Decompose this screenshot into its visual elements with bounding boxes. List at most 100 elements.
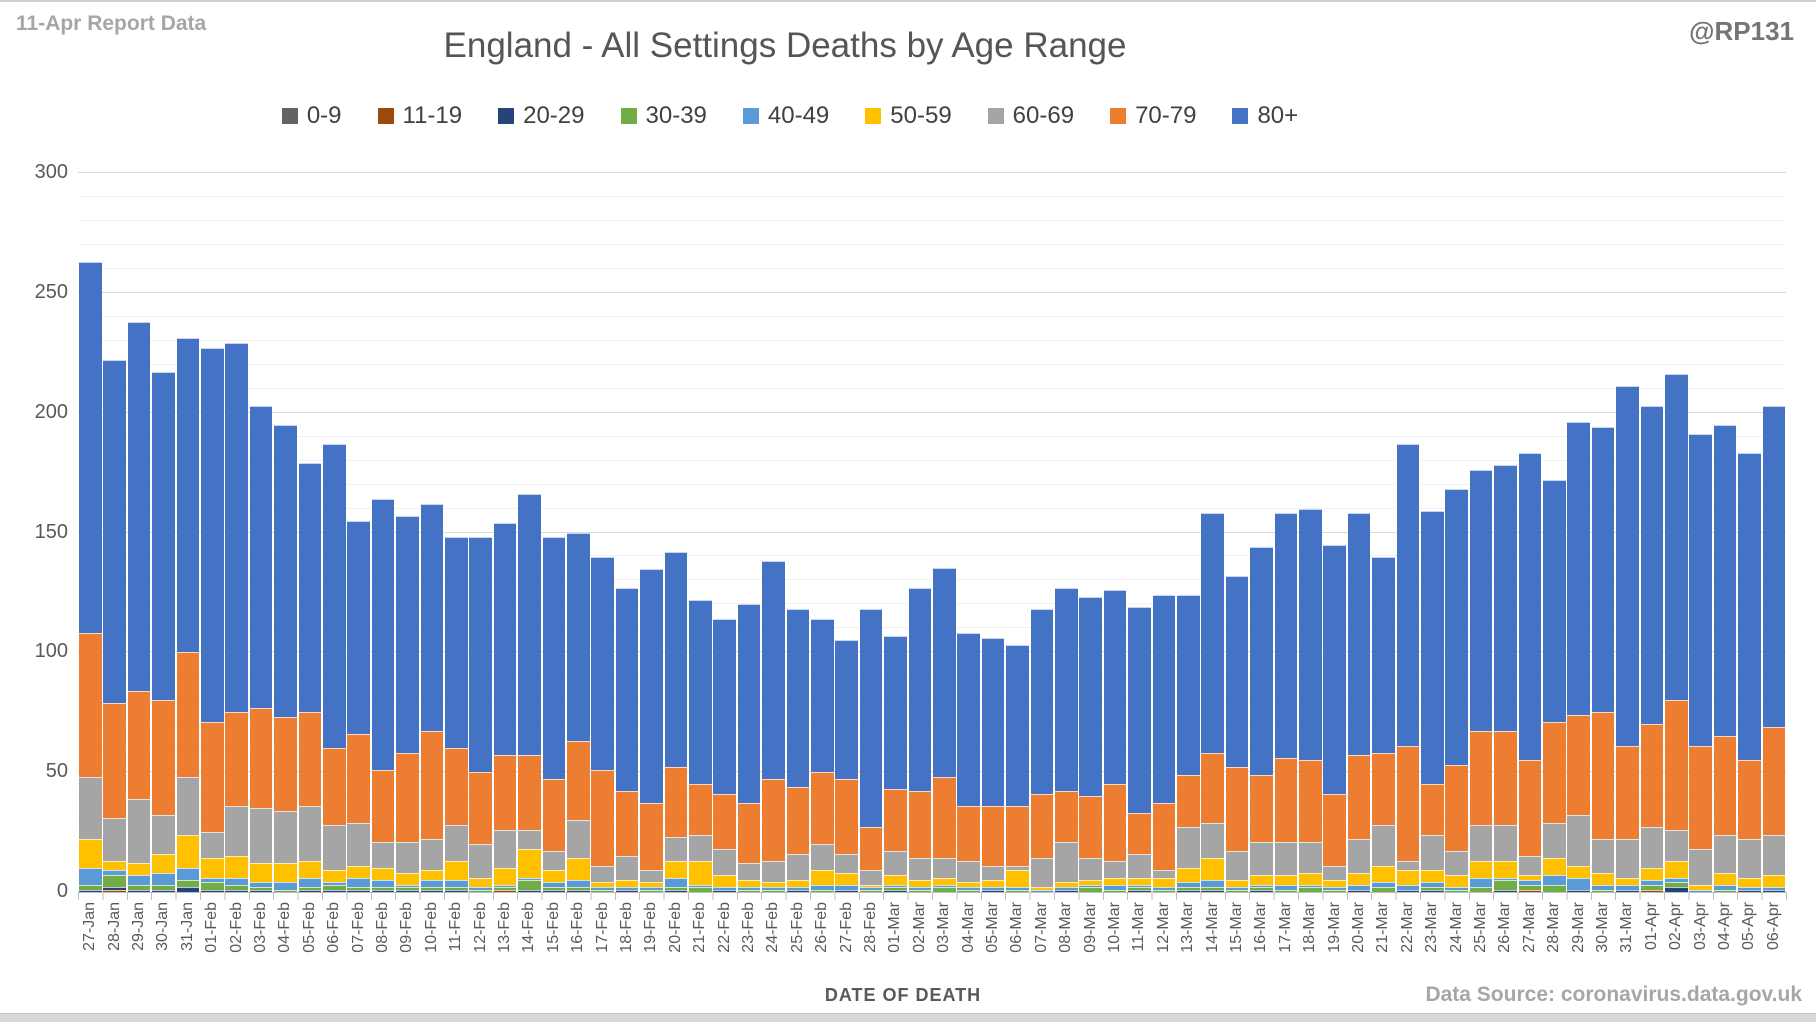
bar-segment-40-49 (298, 877, 322, 888)
bar-segment-80 (371, 499, 395, 770)
x-axis-label-text: 20-Feb (666, 902, 684, 953)
bar-segment-50-59 (152, 853, 175, 873)
bar-segment-40-49 (1494, 877, 1517, 881)
x-axis-label-text: 26-Feb (813, 902, 831, 953)
bar-segment-20-29 (225, 889, 248, 892)
bar-segment-80 (615, 587, 639, 792)
legend-swatch-40-49 (742, 108, 759, 124)
bar-segment-80 (1445, 489, 1468, 766)
bar-segment-20-29 (347, 889, 370, 892)
bar-segment-80 (1030, 609, 1054, 794)
bar-segment-60-69 (1762, 834, 1786, 876)
minor-gridline (78, 363, 1786, 365)
bar-segment-20-29 (298, 889, 322, 892)
bar-segment-60-69 (371, 841, 395, 869)
bar-segment-70-79 (469, 772, 492, 845)
minor-gridline (78, 483, 1786, 485)
x-axis-label-03-apr: 03-Apr (1688, 902, 1712, 994)
x-axis-label-24-mar: 24-Mar (1444, 902, 1468, 994)
bar-segment-20-29 (1128, 889, 1151, 892)
bar-segment-50-59 (469, 877, 492, 888)
bar-segment-30-39 (1494, 880, 1517, 890)
bar-13-mar (1177, 173, 1200, 892)
bar-segment-20-29 (103, 887, 126, 890)
bar-segment-40-49 (933, 884, 956, 888)
legend-label: 0-9 (306, 102, 342, 129)
bar-segment-70-79 (908, 791, 932, 859)
bar-segment-40-49 (811, 884, 834, 890)
y-axis-tick-label: 0 (56, 880, 68, 902)
bar-segment-60-69 (981, 865, 1005, 881)
bar-segment-50-59 (1372, 865, 1395, 883)
x-axis-label-text: 19-Feb (642, 902, 660, 953)
x-axis-label-text: 18-Feb (617, 902, 635, 953)
bar-segment-30-39 (1469, 887, 1493, 892)
bar-segment-70-79 (1225, 767, 1249, 852)
legend-swatch-80 (1232, 108, 1249, 124)
bar-segment-80 (225, 343, 248, 713)
minor-gridline (78, 435, 1786, 437)
bar-segment-60-69 (1103, 860, 1127, 878)
x-axis-label-text: 24-Feb (764, 902, 782, 953)
bar-segment-60-69 (1030, 858, 1054, 888)
bar-segment-80 (1762, 405, 1786, 727)
bar-07-mar (1030, 173, 1054, 892)
bar-segment-80 (1640, 405, 1664, 725)
legend-item-40-49: 40-49 (742, 102, 829, 130)
bar-09-feb (396, 173, 419, 892)
bar-segment-50-59 (1177, 868, 1200, 883)
x-axis-label-text: 01-Feb (203, 902, 221, 953)
bar-01-mar (884, 173, 907, 892)
bar-segment-30-39 (1299, 887, 1322, 892)
bar-segment-30-39 (1006, 889, 1029, 892)
bar-segment-60-69 (79, 777, 102, 840)
bar-segment-70-79 (79, 633, 102, 777)
bar-segment-80 (640, 568, 663, 804)
bar-29-mar (1567, 173, 1590, 892)
bar-segment-80 (1055, 587, 1078, 792)
bar-segment-50-59 (127, 863, 151, 876)
bar-segment-30-39 (445, 887, 468, 890)
x-axis-label-text: 06-Apr (1764, 902, 1782, 951)
bar-segment-70-79 (957, 805, 980, 861)
bar-segment-70-79 (1518, 760, 1542, 857)
bar-segment-30-39 (1518, 884, 1542, 890)
bar-segment-60-69 (615, 856, 639, 881)
minor-gridline (78, 339, 1786, 341)
x-axis-label-26-feb: 26-Feb (810, 902, 834, 994)
bar-segment-20-29 (249, 889, 273, 892)
bar-segment-40-49 (469, 887, 492, 890)
bar-segment-60-69 (1201, 822, 1224, 859)
bar-segment-40-49 (493, 884, 517, 888)
bar-segment-40-49 (445, 880, 468, 888)
legend-label: 11-19 (402, 102, 463, 129)
bar-segment-30-39 (225, 884, 248, 890)
bar-segment-30-39 (1323, 889, 1346, 892)
bar-segment-50-59 (1738, 877, 1761, 888)
bar-segment-60-69 (762, 860, 785, 883)
x-axis-label-27-jan: 27-Jan (78, 902, 102, 994)
bar-segment-50-59 (859, 884, 883, 888)
bar-segment-70-79 (493, 755, 517, 830)
x-axis-label-30-jan: 30-Jan (151, 902, 175, 994)
x-axis-label-text: 09-Mar (1081, 902, 1099, 953)
x-axis-label-11-mar: 11-Mar (1127, 902, 1151, 994)
x-axis-label-22-feb: 22-Feb (712, 902, 736, 994)
minor-gridline (78, 219, 1786, 221)
bar-segment-40-49 (713, 887, 736, 890)
x-axis-label-text: 14-Feb (520, 902, 538, 953)
bar-segment-80 (1225, 575, 1249, 768)
bar-segment-60-69 (201, 832, 224, 859)
x-axis-label-20-feb: 20-Feb (664, 902, 688, 994)
bar-09-mar (1079, 173, 1102, 892)
bar-segment-40-49 (1518, 880, 1542, 885)
bar-segment-20-29 (1738, 889, 1761, 892)
minor-gridline (78, 819, 1786, 821)
bar-segment-50-59 (176, 834, 200, 869)
minor-gridline (78, 675, 1786, 677)
major-gridline (78, 291, 1786, 293)
bar-30-jan (152, 173, 175, 892)
bar-segment-50-59 (1250, 875, 1273, 885)
bar-10-mar (1103, 173, 1127, 892)
bar-04-mar (957, 173, 980, 892)
